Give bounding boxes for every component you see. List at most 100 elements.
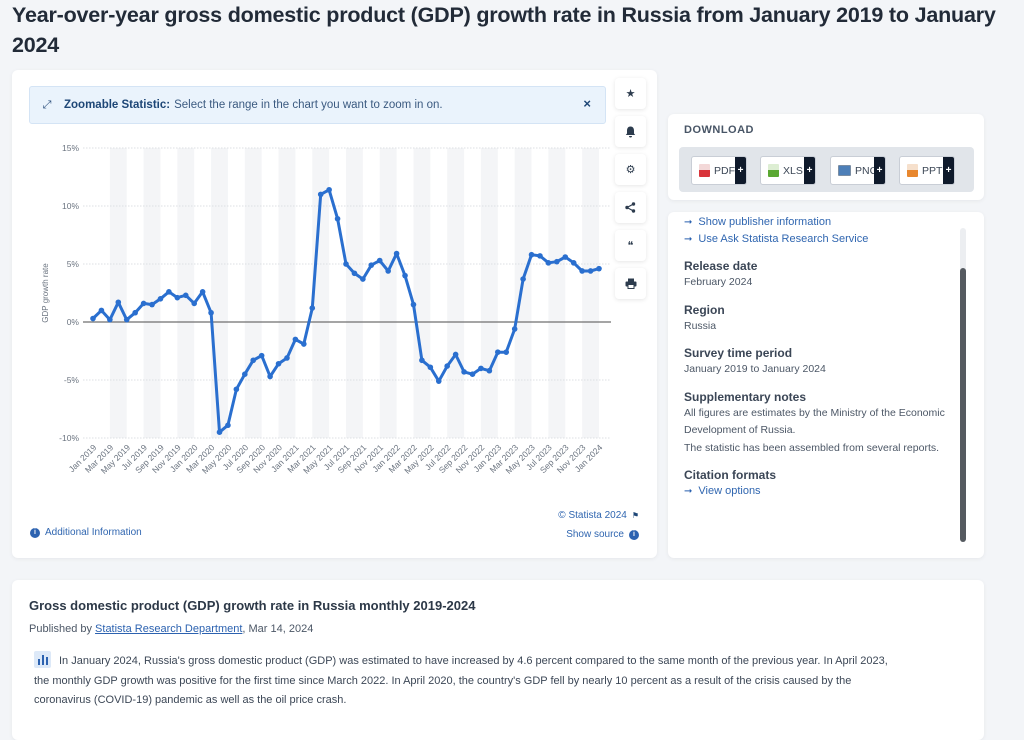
data-point[interactable] [469,371,476,378]
data-point[interactable] [309,305,316,311]
data-point[interactable] [368,262,375,268]
download-ppt-button[interactable]: PPT + [899,156,955,185]
data-point[interactable] [393,250,400,257]
data-point[interactable] [292,336,299,343]
data-point[interactable] [435,378,442,384]
view-options-label: View options [698,485,761,497]
data-point[interactable] [444,363,451,369]
data-point[interactable] [157,296,164,302]
y-axis-label: GDP growth rate [41,263,50,323]
data-point[interactable] [301,341,307,347]
gear-icon: ⚙ [625,164,636,176]
png-image-icon [838,165,851,176]
show-publisher-link[interactable]: ➞ Show publisher information [684,214,954,231]
data-point[interactable] [166,289,172,295]
data-point[interactable] [452,351,459,358]
data-point[interactable] [208,309,214,316]
view-options-link[interactable]: ➞ View options [684,483,954,500]
data-point[interactable] [149,301,155,308]
data-point[interactable] [376,257,383,264]
data-point[interactable] [284,355,290,361]
settings-button[interactable]: ⚙ [615,154,646,185]
download-xls-button[interactable]: XLS + [760,156,816,185]
data-point[interactable] [478,365,484,372]
data-point[interactable] [343,261,349,267]
data-point[interactable] [562,254,569,260]
data-point[interactable] [503,349,510,355]
download-png-button[interactable]: PNG + [830,156,886,185]
data-point[interactable] [461,369,467,375]
data-point[interactable] [419,357,425,364]
data-point[interactable] [199,289,206,295]
published-date: , Mar 14, 2024 [242,623,314,635]
data-point[interactable] [326,186,332,193]
data-point[interactable] [402,272,408,279]
ask-statista-link[interactable]: ➞ Use Ask Statista Research Service [684,231,954,248]
download-ppt-label: PPT [922,164,943,177]
data-point[interactable] [495,349,501,355]
notification-button[interactable] [615,116,646,147]
data-point[interactable] [90,315,96,322]
description-text: In January 2024, Russia's gross domestic… [34,655,888,706]
arrow-right-icon: ➞ [684,234,693,245]
details-scrollbar-thumb[interactable] [960,268,966,542]
chart-toolbar: ★ ⚙ ❝ [615,78,647,306]
ask-statista-label: Use Ask Statista Research Service [698,233,869,245]
share-button[interactable] [615,192,646,223]
publisher-link[interactable]: Statista Research Department [95,623,243,635]
print-button[interactable] [615,268,646,299]
cite-button[interactable]: ❝ [615,230,646,261]
data-point[interactable] [132,309,138,316]
data-point[interactable] [587,268,594,274]
data-point[interactable] [385,268,391,274]
data-point[interactable] [554,258,560,265]
data-point[interactable] [225,422,231,429]
data-point[interactable] [242,371,248,378]
data-point[interactable] [233,386,240,393]
data-point[interactable] [216,429,223,436]
download-pdf-button[interactable]: PDF + [691,156,747,185]
column-band [312,148,330,438]
data-point[interactable] [427,364,434,371]
chart-credits: © Statista 2024 ⚑ Show source i [558,510,639,548]
data-point[interactable] [98,307,105,314]
favorite-button[interactable]: ★ [615,78,646,109]
data-point[interactable] [317,191,324,198]
data-point[interactable] [360,276,366,282]
close-icon[interactable]: × [583,96,591,111]
data-point[interactable] [182,292,189,299]
y-tick-label: 5% [67,259,80,269]
data-point[interactable] [537,253,543,259]
data-point[interactable] [351,270,358,277]
copyright-link[interactable]: © Statista 2024 ⚑ [558,510,639,521]
description-text-block: In January 2024, Russia's gross domestic… [34,651,894,711]
column-band [447,148,465,438]
data-point[interactable] [267,373,273,380]
y-tick-label: 15% [62,143,79,153]
data-point[interactable] [410,301,417,308]
data-point[interactable] [275,360,282,367]
plus-icon: + [804,157,815,184]
data-point[interactable] [528,251,535,258]
show-source-link[interactable]: Show source i [558,529,639,540]
details-scrollbar-track[interactable] [960,228,966,542]
data-point[interactable] [250,357,257,364]
data-point[interactable] [596,265,602,272]
data-point[interactable] [570,260,577,266]
description-title: Gross domestic product (GDP) growth rate… [29,598,476,613]
data-point[interactable] [486,367,493,374]
data-point[interactable] [140,300,147,307]
data-point[interactable] [123,316,130,323]
data-point[interactable] [520,276,526,282]
data-point[interactable] [107,316,113,323]
data-point[interactable] [511,326,518,332]
data-point[interactable] [191,300,197,307]
data-point[interactable] [258,352,265,359]
data-point[interactable] [115,299,122,306]
data-point[interactable] [545,260,552,266]
data-point[interactable] [334,215,341,222]
data-point[interactable] [174,294,181,301]
data-point[interactable] [579,268,585,274]
additional-information-link[interactable]: i Additional Information [30,527,142,538]
